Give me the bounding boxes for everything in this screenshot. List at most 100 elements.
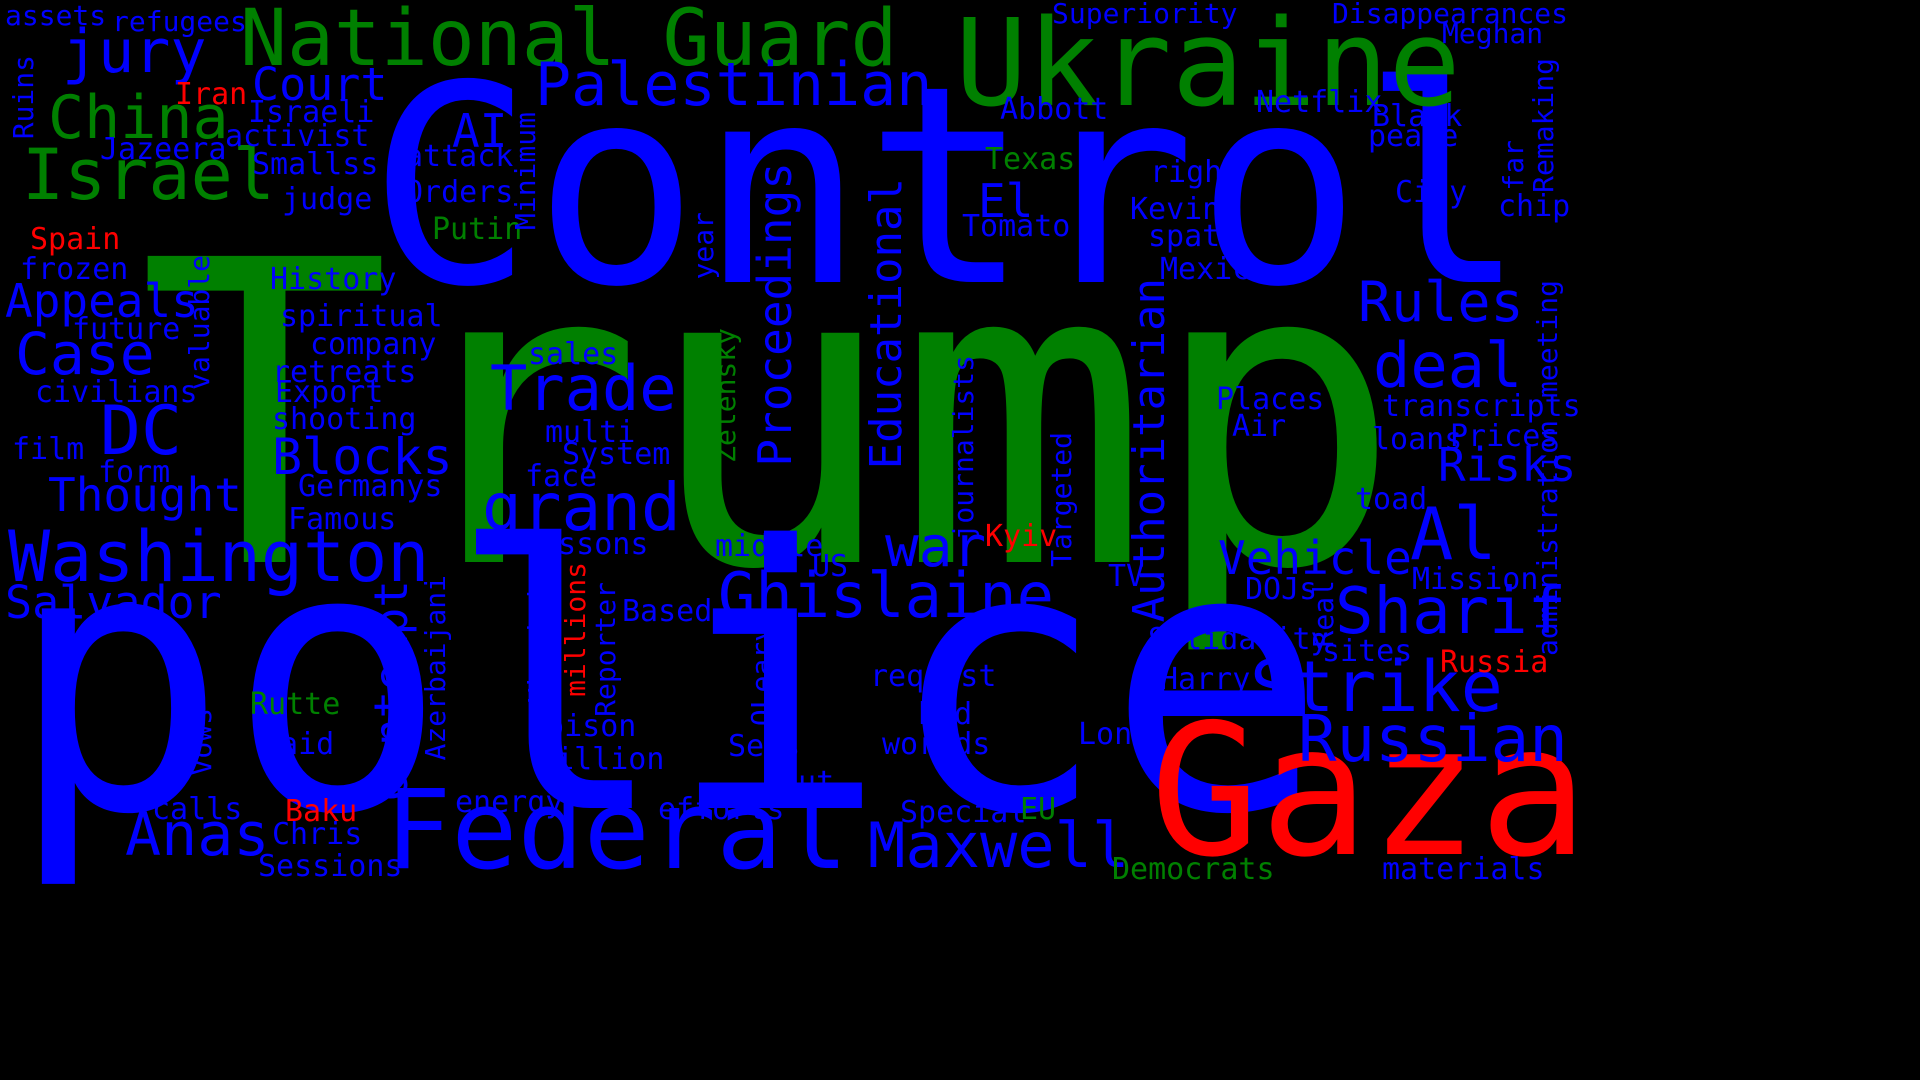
- word-history: History: [270, 262, 397, 297]
- word-shooting: shooting: [272, 402, 417, 437]
- word-ukrainian: Ukrainian: [522, 552, 555, 704]
- word-black: Black: [1372, 99, 1463, 134]
- word-attack: attack: [405, 139, 514, 174]
- word-air: Air: [1232, 409, 1287, 444]
- word-based: Based: [622, 594, 713, 629]
- word-mexico: Mexico: [1160, 252, 1269, 287]
- word-appeals: Appeals: [5, 274, 199, 328]
- word-places: Places: [1216, 382, 1325, 417]
- word-ghislaine: Ghislaine: [718, 559, 1054, 632]
- word-assets: assets: [5, 0, 107, 32]
- word-disappearances: Disappearances: [1332, 0, 1569, 30]
- word-spat: spat: [1148, 219, 1221, 254]
- word-real: Real: [1307, 580, 1340, 648]
- word-multi: multi: [545, 415, 636, 450]
- word-poison: poison: [528, 709, 637, 744]
- word-national-guard: National Guard: [240, 0, 898, 84]
- word-remaking: Remaking: [1527, 58, 1560, 193]
- word-washington: Washington: [8, 516, 430, 598]
- word-peace: peace: [1368, 119, 1459, 154]
- word-ai: AI: [452, 104, 508, 158]
- word-iran: Iran: [175, 77, 248, 112]
- word-efforts: efforts: [658, 792, 785, 827]
- word-special: Special: [900, 795, 1027, 830]
- word-civilians: civilians: [35, 375, 198, 410]
- word-russian: Russian: [1298, 703, 1568, 777]
- word-rutte: Rutte: [250, 687, 341, 722]
- word-educational: Educational: [861, 178, 912, 470]
- word-worlds: worlds: [882, 727, 991, 762]
- word-spain: Spain: [30, 222, 121, 257]
- word-netflix: Netflix: [1256, 85, 1383, 120]
- word-system: System: [562, 437, 671, 472]
- word-jazeera: Jazeera: [100, 132, 227, 167]
- word-sharif: Sharif: [1335, 575, 1567, 649]
- word-vows: Vows: [185, 708, 218, 776]
- word-sites: sites: [1322, 634, 1413, 669]
- word-israeli: Israeli: [248, 95, 375, 130]
- word-dc: DC: [100, 392, 182, 471]
- word-company: company: [310, 327, 437, 362]
- word-vehicle: Vehicle: [1218, 531, 1412, 585]
- word-energy: energy: [455, 785, 564, 820]
- word-famous: Famous: [288, 502, 397, 537]
- word-police: police: [8, 470, 1327, 895]
- word-eu: EU: [1020, 792, 1057, 827]
- word-maxwell: Maxwell: [868, 809, 1130, 882]
- word-putin: Putin: [432, 212, 523, 247]
- word-meghan: Meghan: [1442, 17, 1544, 50]
- word-sales: sales: [528, 337, 619, 372]
- word-lessons: Lessons: [522, 527, 649, 562]
- word-film: film: [12, 432, 85, 467]
- word-china: China: [48, 83, 229, 153]
- word-al: Al: [1410, 492, 1497, 576]
- word-targeted: Targeted: [1045, 432, 1078, 567]
- word-minimum: Minimum: [509, 112, 542, 231]
- word-export: Export: [275, 375, 384, 410]
- word-long: Long: [1078, 717, 1151, 752]
- word-raid: raid: [262, 727, 335, 762]
- word-valuable: valuable: [183, 255, 216, 390]
- word-baku: Baku: [285, 794, 358, 829]
- word-proceedings: Proceedings: [748, 162, 802, 467]
- word-germanys: Germanys: [298, 469, 443, 504]
- word-risks: Risks: [1438, 438, 1577, 492]
- word-trump: Trump: [138, 173, 1403, 662]
- word-kevin: Kevin: [1130, 192, 1221, 227]
- word-millions: millions: [559, 562, 592, 697]
- word-zelensky: Zelensky: [709, 328, 742, 463]
- word-materials: materials: [1382, 852, 1545, 887]
- word-future: future: [72, 312, 181, 347]
- word-reporter: Reporter: [589, 582, 622, 717]
- word-journalists: journalists: [947, 355, 980, 541]
- word-us: US: [812, 549, 849, 584]
- word-court: Court: [252, 58, 388, 111]
- word-face: face: [525, 459, 598, 494]
- word-grand: grand: [482, 469, 681, 546]
- word-strike: Strike: [1250, 646, 1503, 728]
- word-rules: Rules: [1358, 270, 1524, 334]
- word-ukraine: Ukraine: [955, 0, 1461, 134]
- word-activist: activist: [225, 119, 370, 154]
- word-chris: Chris: [272, 817, 363, 852]
- word-russia: Russia: [1440, 645, 1549, 680]
- word-kyiv: Kyiv: [985, 519, 1058, 554]
- word-spiritual: spiritual: [280, 299, 443, 334]
- word-chip: chip: [1498, 189, 1571, 224]
- word-prices: Prices: [1450, 419, 1559, 454]
- word-solidarity: Solidarity: [1148, 622, 1329, 657]
- word-dojs: DOJs: [1245, 572, 1318, 607]
- word-city: City: [1395, 175, 1468, 210]
- word-texas: Texas: [985, 142, 1076, 177]
- word-cut: cut: [780, 765, 835, 800]
- word-tv: TV: [1108, 559, 1145, 594]
- word-sets: Sets: [728, 729, 801, 764]
- word-anas: Anas: [125, 800, 270, 870]
- word-tomato: Tomato: [962, 209, 1071, 244]
- word-blocks: Blocks: [272, 428, 453, 486]
- word-contempt: Contempt: [364, 580, 418, 802]
- word-calls: calls: [152, 792, 243, 827]
- word-toad: toad: [1355, 482, 1428, 517]
- word-palestinian: Palestinian: [535, 50, 933, 120]
